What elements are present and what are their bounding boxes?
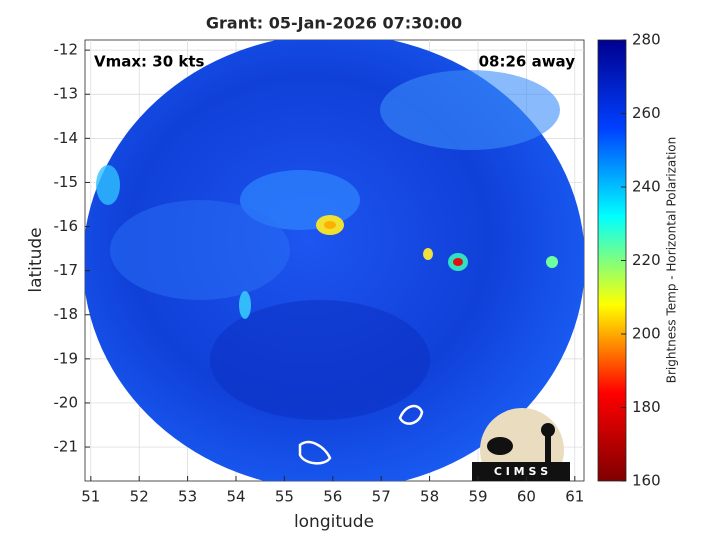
y-tick-label: -12 (54, 41, 79, 59)
y-tick-label: -17 (54, 261, 79, 279)
x-tick-label: 53 (178, 488, 197, 506)
colorbar-tick-label: 200 (632, 325, 661, 343)
y-tick-label: -13 (54, 85, 79, 103)
annotation: 08:26 away (479, 53, 576, 71)
y-axis-label: latitude (26, 227, 46, 292)
x-tick-label: 51 (81, 488, 100, 506)
x-axis-label: longitude (294, 512, 374, 532)
y-tick-label: -21 (54, 438, 79, 456)
x-tick-label: 56 (323, 488, 342, 506)
x-tick-label: 57 (372, 488, 391, 506)
x-tick-label: 55 (275, 488, 294, 506)
colorbar-label: Brightness Temp - Horizontal Polarizatio… (665, 137, 679, 384)
colorbar-tick-label: 160 (632, 472, 661, 490)
cimss-logo: C I M S S (472, 408, 570, 481)
logo-text: C I M S S (494, 465, 548, 478)
x-tick-label: 58 (420, 488, 439, 506)
x-tick-label: 59 (468, 488, 487, 506)
x-tick-label: 61 (565, 488, 584, 506)
x-tick-label: 54 (226, 488, 245, 506)
y-tick-label: -20 (54, 393, 79, 411)
annotation: Vmax: 30 kts (94, 53, 204, 71)
x-tick-label: 52 (130, 488, 149, 506)
chart-title: Grant: 05-Jan-2026 07:30:00 (206, 14, 462, 33)
x-tick-label: 60 (517, 488, 536, 506)
colorbar-tick-label: 240 (632, 178, 661, 196)
colorbar-tick-label: 260 (632, 104, 661, 122)
colorbar-tick-label: 180 (632, 398, 661, 416)
colorbar-tick-label: 280 (632, 31, 661, 49)
y-tick-label: -19 (54, 349, 79, 367)
y-tick-label: -18 (54, 305, 79, 323)
y-tick-label: -15 (54, 173, 79, 191)
y-tick-label: -14 (54, 129, 79, 147)
y-tick-label: -16 (54, 217, 79, 235)
colorbar-tick-label: 220 (632, 251, 661, 269)
satellite-image: C I M S S (85, 40, 584, 481)
